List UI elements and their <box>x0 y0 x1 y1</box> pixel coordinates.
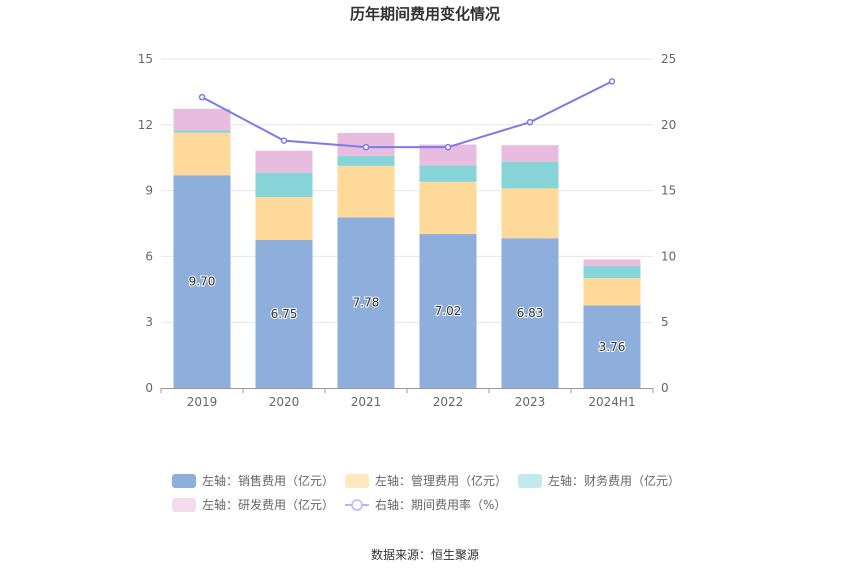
bar-segment <box>173 108 231 131</box>
x-tick-label: 2023 <box>515 395 546 409</box>
y-right-tick-label: 10 <box>661 249 676 263</box>
bars: 9.70 6.75 7.78 7.02 6.83 3.76 <box>173 108 641 388</box>
bar-segment <box>255 239 313 388</box>
legend-label: 右轴：期间费用率（%） <box>375 497 506 512</box>
bar-segment <box>419 165 477 182</box>
rate-point <box>362 143 370 151</box>
x-tick-label: 2019 <box>187 395 218 409</box>
legend-label: 左轴：销售费用（亿元） <box>202 473 334 488</box>
y-left-tick-label: 6 <box>145 249 153 263</box>
y-right-tick-label: 25 <box>661 52 676 66</box>
grid-lines <box>161 58 653 323</box>
rate-point <box>198 93 206 101</box>
y-right-tick-label: 15 <box>661 184 676 198</box>
rate-point <box>444 143 452 151</box>
bar-value-label: 7.02 <box>435 304 462 318</box>
bar-segment <box>583 278 641 306</box>
bar-segment <box>173 132 231 176</box>
x-tick-label: 2021 <box>351 395 382 409</box>
x-tick-label: 2022 <box>433 395 464 409</box>
legend-label: 左轴：管理费用（亿元） <box>375 473 507 488</box>
bar-value-label: 3.76 <box>599 340 626 354</box>
legend-label: 左轴：财务费用（亿元） <box>548 473 680 488</box>
legend-label: 左轴：研发费用（亿元） <box>202 497 334 512</box>
rate-point <box>608 78 616 85</box>
bar-segment <box>173 175 231 388</box>
axes: 0 3 6 9 12 15 0 5 10 15 20 25 2019 2020 2021 2022 2023 20… <box>138 52 677 409</box>
bar-segment <box>255 150 313 173</box>
bar-segment <box>173 130 231 133</box>
chart-title: 历年期间费用变化情况 <box>350 5 500 23</box>
bar-segment <box>501 188 559 239</box>
legend-swatch <box>518 474 542 488</box>
bar-segment <box>419 234 477 388</box>
legend: 左轴：销售费用（亿元） 左轴：管理费用（亿元） 左轴：财务费用（亿元） 左轴：研发费用… <box>172 473 680 512</box>
y-left-tick-label: 12 <box>138 118 153 132</box>
bar-value-label: 7.78 <box>353 296 380 310</box>
bar-segment <box>255 197 313 240</box>
bar-segment <box>501 238 559 388</box>
rate-series-line <box>201 80 613 149</box>
bar-value-label: 6.83 <box>517 306 544 320</box>
bar-segment <box>501 145 559 162</box>
legend-swatch <box>172 474 196 488</box>
rate-line <box>198 78 616 151</box>
x-tick-label: 2020 <box>269 395 300 409</box>
source-note: 数据来源：恒生聚源 <box>371 547 479 562</box>
bar-segment <box>255 172 313 198</box>
bar-segment <box>337 217 395 388</box>
y-right-tick-label: 0 <box>661 381 669 395</box>
y-left-tick-label: 15 <box>138 52 153 66</box>
bar-segment <box>583 266 641 279</box>
bar-segment <box>419 144 477 166</box>
bar-segment <box>337 155 395 166</box>
bar-segment <box>501 161 559 189</box>
y-left-tick-label: 9 <box>145 184 153 198</box>
x-tick-label: 2024H1 <box>588 395 635 409</box>
bar-segment <box>337 165 395 218</box>
y-right-tick-label: 20 <box>661 118 676 132</box>
bar-value-label: 6.75 <box>271 307 298 321</box>
rate-point <box>280 137 288 144</box>
legend-swatch <box>345 474 369 488</box>
bar-segment <box>583 259 641 267</box>
bar-value-label: 9.70 <box>189 275 216 289</box>
legend-swatch <box>172 498 196 512</box>
y-left-tick-label: 3 <box>145 315 153 329</box>
bar-segment <box>419 181 477 235</box>
y-left-tick-label: 0 <box>145 381 153 395</box>
legend-line-marker <box>351 499 363 511</box>
rate-point <box>526 118 534 126</box>
y-right-tick-label: 5 <box>661 315 669 329</box>
bar-segment <box>583 305 641 388</box>
